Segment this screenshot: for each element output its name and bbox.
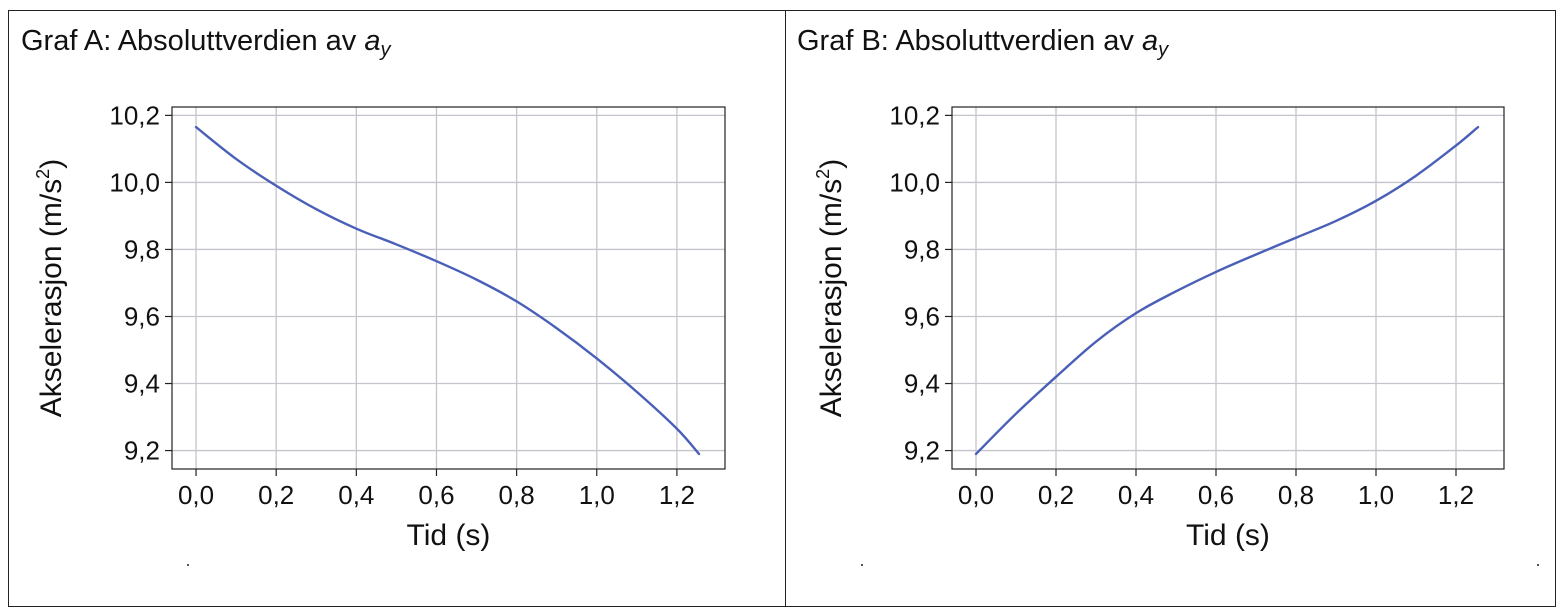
x-tick-label: 0,4 xyxy=(338,480,374,510)
chart-panel-b: Graf B: Absoluttverdien av ay 0,0 0,2 0,4 0… xyxy=(785,11,1555,606)
x-tick-label: 1,0 xyxy=(579,480,615,510)
y-axis-label-superscript: 2 xyxy=(33,169,53,179)
y-tick-label: 10,0 xyxy=(109,167,160,197)
series-line xyxy=(974,125,1480,456)
y-tick-label: 9,2 xyxy=(124,436,160,466)
x-tick-label: 0,6 xyxy=(418,480,454,510)
y-axis-label-superscript: 2 xyxy=(813,169,833,179)
chart-panel-a: Graf A: Absoluttverdien av ay 0,0 0,2 0,4 0… xyxy=(9,11,786,606)
stray-dot xyxy=(861,564,863,566)
x-tick-label: 0,0 xyxy=(958,480,994,510)
figure-frame: Graf A: Absoluttverdien av ay 0,0 0,2 0,4 0… xyxy=(8,10,1556,607)
y-tick-label: 10,0 xyxy=(889,167,940,197)
y-axis-label-text: Akselerasjon (m/s xyxy=(35,179,68,417)
chart-title-a-subscript: y xyxy=(380,39,391,61)
y-axis-label: Akselerasjon (m/s2) xyxy=(33,159,68,417)
y-tick-label: 9,4 xyxy=(124,369,160,399)
y-tick-label: 10,2 xyxy=(109,100,160,130)
plot-area-frame xyxy=(171,106,726,470)
x-tick-label: 0,4 xyxy=(1118,480,1154,510)
plot-area-frame xyxy=(951,106,1505,470)
x-tick-label: 0,2 xyxy=(258,480,294,510)
y-tick-label: 10,2 xyxy=(889,100,940,130)
y-tick-label: 9,2 xyxy=(904,436,940,466)
x-tick-label: 1,0 xyxy=(1358,480,1394,510)
chart-title-b-text: Graf B: Absoluttverdien av xyxy=(797,25,1142,57)
y-tick-label: 9,6 xyxy=(904,301,940,331)
chart-title-b-subscript: y xyxy=(1158,39,1169,61)
x-axis-label: Tid (s) xyxy=(407,519,491,552)
y-axis-label: Akselerasjon (m/s2) xyxy=(813,159,848,417)
x-tick-label: 0,8 xyxy=(1278,480,1314,510)
line-chart-a: 0,0 0,2 0,4 0,6 0,8 1,0 1,2 9,2 9,4 9,6 9,8 10,0 10,… xyxy=(33,100,726,552)
y-tick-label: 9,6 xyxy=(124,301,160,331)
chart-title-a-text: Graf A: Absoluttverdien av xyxy=(21,25,365,57)
series-line xyxy=(194,125,701,456)
y-axis-label-end: ) xyxy=(815,159,848,169)
x-tick-label: 0,6 xyxy=(1198,480,1234,510)
y-axis-label-text: Akselerasjon (m/s xyxy=(815,179,848,417)
chart-title-b: Graf B: Absoluttverdien av ay xyxy=(797,25,1169,61)
x-tick-label: 0,2 xyxy=(1038,480,1074,510)
stray-dot xyxy=(1537,564,1539,566)
y-tick-label: 9,4 xyxy=(904,369,940,399)
x-tick-label: 1,2 xyxy=(659,480,695,510)
chart-title-b-variable: a xyxy=(1141,25,1159,57)
chart-title-a: Graf A: Absoluttverdien av ay xyxy=(21,25,391,61)
x-tick-label: 0,8 xyxy=(499,480,535,510)
chart-title-a-variable: a xyxy=(364,25,381,57)
y-tick-label: 9,8 xyxy=(124,234,160,264)
y-axis-label-end: ) xyxy=(35,159,68,169)
x-tick-label: 1,2 xyxy=(1438,480,1474,510)
x-axis-label: Tid (s) xyxy=(1186,519,1270,552)
stray-dot xyxy=(187,564,189,566)
line-chart-b: 0,0 0,2 0,4 0,6 0,8 1,0 1,2 9,2 9,4 9,6 9,8 10,0 10,… xyxy=(813,100,1505,552)
y-tick-label: 9,8 xyxy=(904,234,940,264)
x-tick-label: 0,0 xyxy=(178,480,214,510)
